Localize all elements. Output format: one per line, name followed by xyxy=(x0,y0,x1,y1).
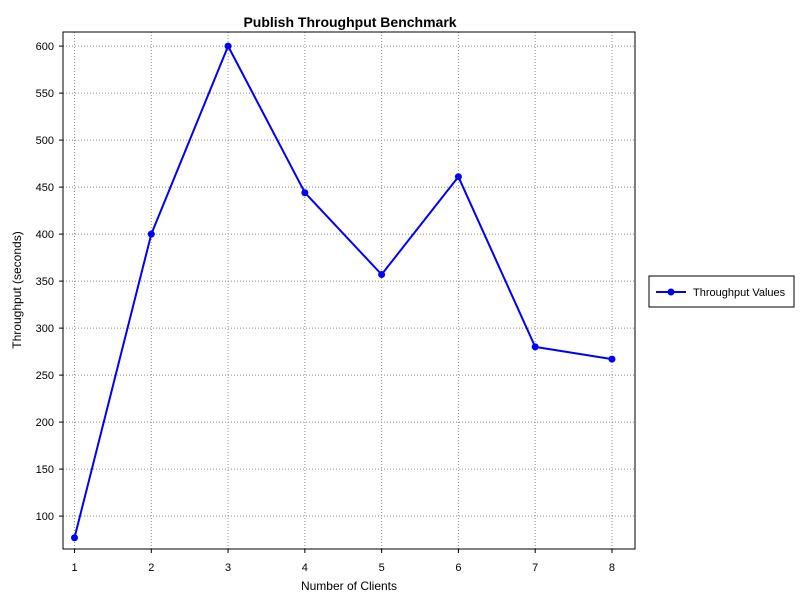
legend-label: Throughput Values xyxy=(693,287,786,299)
x-tick-label: 4 xyxy=(302,562,308,574)
y-tick-label: 250 xyxy=(36,370,54,382)
data-point xyxy=(454,173,462,181)
series-layer xyxy=(71,42,616,542)
x-axis-ticks: 1 2 3 4 5 6 7 8 xyxy=(71,549,615,574)
y-tick-label: 300 xyxy=(36,323,54,335)
x-tick-label: 3 xyxy=(225,562,231,574)
data-point xyxy=(301,189,309,197)
y-tick-label: 400 xyxy=(36,229,54,241)
x-tick-label: 6 xyxy=(455,562,461,574)
y-axis-ticks: 100 150 200 250 300 350 400 450 500 550 600 xyxy=(36,41,63,523)
data-point xyxy=(608,355,616,363)
y-tick-label: 200 xyxy=(36,417,54,429)
y-tick-label: 500 xyxy=(36,135,54,147)
legend: Throughput Values xyxy=(648,275,795,308)
x-tick-label: 7 xyxy=(532,562,538,574)
chart-title: Publish Throughput Benchmark xyxy=(243,14,456,30)
y-axis-label: Throughput (seconds) xyxy=(10,231,24,348)
y-tick-label: 350 xyxy=(36,276,54,288)
y-tick-label: 550 xyxy=(36,88,54,100)
y-tick-label: 100 xyxy=(36,511,54,523)
x-axis-label: Number of Clients xyxy=(301,579,397,593)
data-point xyxy=(378,271,386,279)
x-tick-label: 8 xyxy=(609,562,615,574)
x-tick-label: 2 xyxy=(148,562,154,574)
y-tick-label: 450 xyxy=(36,182,54,194)
x-tick-label: 1 xyxy=(71,562,77,574)
data-point xyxy=(224,42,232,50)
series-line xyxy=(73,45,613,538)
y-tick-label: 600 xyxy=(36,41,54,53)
plot-area-frame xyxy=(62,31,636,550)
data-point xyxy=(147,230,155,238)
data-point xyxy=(71,534,79,542)
legend-marker-swatch xyxy=(667,288,675,296)
y-tick-label: 150 xyxy=(36,464,54,476)
x-tick-label: 5 xyxy=(379,562,385,574)
grid-lines xyxy=(63,32,635,549)
data-point xyxy=(531,343,539,351)
